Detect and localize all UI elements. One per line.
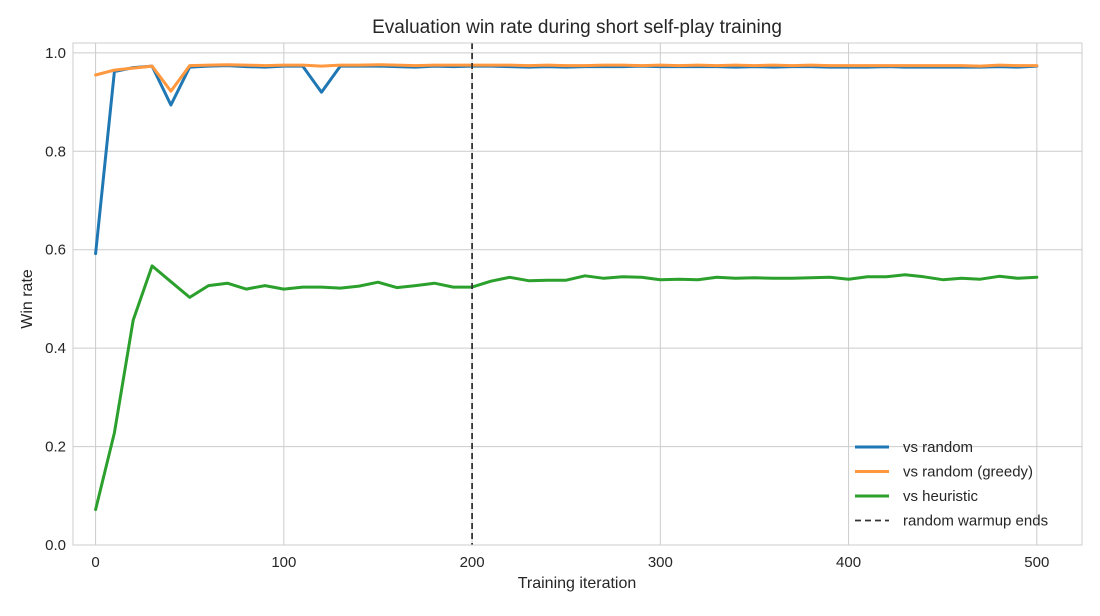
y-tick-label: 1.0: [45, 45, 66, 62]
x-tick-label: 500: [1024, 554, 1049, 571]
y-tick-label: 0.0: [45, 537, 66, 554]
series-line-1: [94, 63, 1039, 93]
y-tick-label: 0.2: [45, 439, 66, 456]
y-tick-label: 0.8: [45, 143, 66, 160]
y-axis-label: Win rate: [19, 269, 36, 329]
x-tick-label: 400: [836, 554, 861, 571]
series-line-2: [94, 264, 1039, 512]
legend-label: random warmup ends: [903, 513, 1048, 530]
legend: vs random vs random (greedy) vs heuristic r…: [855, 439, 1048, 530]
axis-ticks: 0 100 200 300 400 500 0.0 0.2 0.4 0.6 0.8 1.0: [45, 45, 1049, 571]
x-tick-label: 100: [271, 554, 296, 571]
plot-area: [94, 43, 1039, 545]
x-tick-label: 300: [648, 554, 673, 571]
plot-frame: [72, 42, 1083, 546]
legend-label: vs random (greedy): [903, 464, 1033, 481]
legend-label: vs heuristic: [903, 488, 979, 505]
legend-label: vs random: [903, 439, 973, 456]
series-line-0: [94, 64, 1039, 256]
x-tick-label: 200: [460, 554, 485, 571]
chart-title: Evaluation win rate during short self-pl…: [372, 17, 782, 38]
x-axis-label: Training iteration: [518, 575, 637, 592]
x-tick-label: 0: [91, 554, 99, 571]
y-tick-label: 0.6: [45, 242, 66, 259]
y-tick-label: 0.4: [45, 340, 66, 357]
